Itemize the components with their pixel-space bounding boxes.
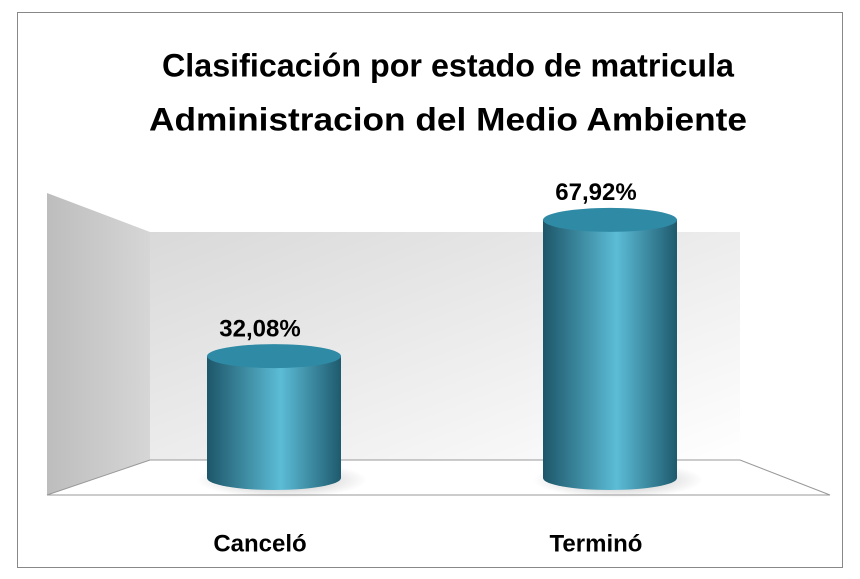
bar-bottom <box>543 466 677 490</box>
bar <box>543 207 677 490</box>
floor <box>46 459 831 496</box>
data-label: 32,08% <box>219 315 300 342</box>
bar <box>207 344 341 490</box>
bar-body <box>207 356 341 478</box>
bar-body <box>543 219 677 479</box>
chart-title: Clasificación por estado de matricula <box>162 47 734 83</box>
bar-top <box>207 344 341 369</box>
bar-top <box>543 207 677 232</box>
bar-bottom <box>207 466 341 490</box>
data-label: 67,92% <box>555 179 636 206</box>
x-tick-label: Canceló <box>213 530 306 557</box>
side-wall <box>47 193 150 495</box>
chart-title: Administracion del Medio Ambiente <box>149 101 747 137</box>
x-tick-label: Terminó <box>550 530 643 557</box>
